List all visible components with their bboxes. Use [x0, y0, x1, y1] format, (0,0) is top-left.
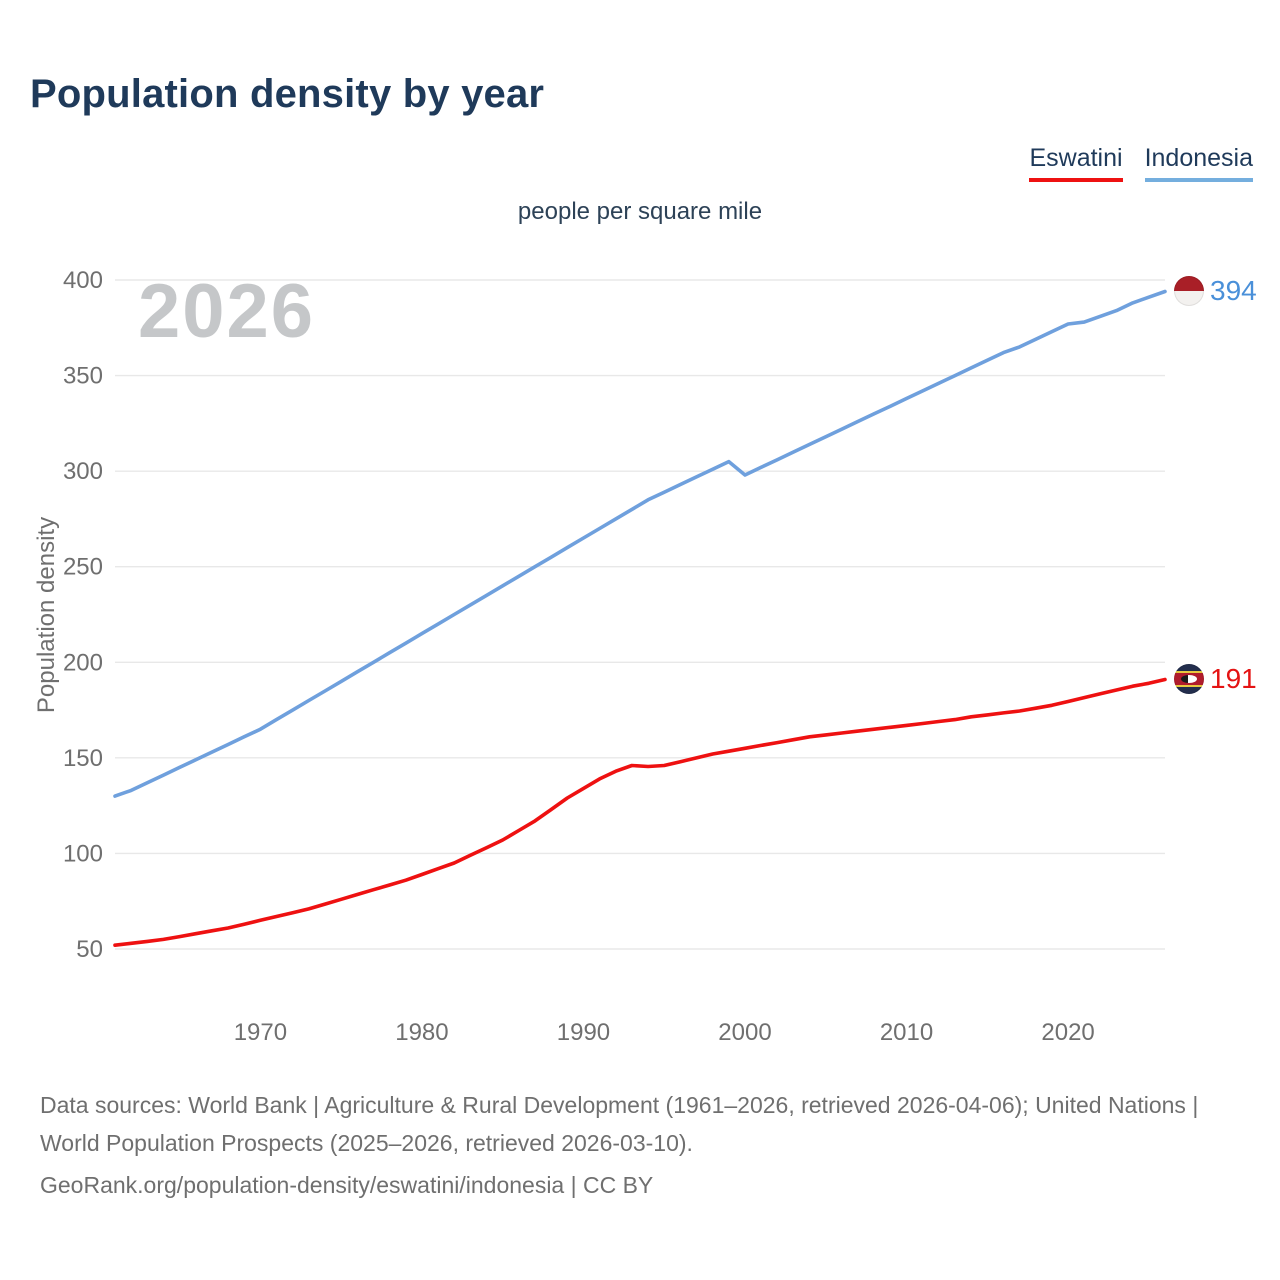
y-tick-label-50: 50	[76, 936, 103, 963]
y-tick-label-350: 350	[63, 363, 103, 390]
eswatini-flag-icon	[1174, 664, 1204, 695]
indonesia-end-value: 394	[1210, 275, 1257, 307]
series-line-eswatini	[113, 677, 1167, 948]
series-line-indonesia	[113, 289, 1167, 798]
x-tick-label-1970: 1970	[234, 1019, 287, 1046]
y-tick-label-150: 150	[63, 745, 103, 772]
indonesia-flag-icon	[1174, 276, 1204, 307]
legend-item-eswatini[interactable]: Eswatini	[1029, 144, 1123, 182]
legend: Eswatini Indonesia	[1029, 144, 1253, 182]
y-tick-label-100: 100	[63, 840, 103, 867]
watermark-year: 2026	[138, 269, 316, 354]
x-tick-label-2020: 2020	[1041, 1019, 1094, 1046]
y-tick-label-250: 250	[63, 554, 103, 581]
y-tick-label-300: 300	[63, 458, 103, 485]
y-tick-label-400: 400	[63, 267, 103, 294]
chart-unit-subtitle: people per square mile	[517, 198, 763, 225]
eswatini-end-value: 191	[1210, 663, 1257, 695]
x-tick-label-1990: 1990	[557, 1019, 610, 1046]
x-tick-label-2000: 2000	[718, 1019, 771, 1046]
eswatini-end-label: 191	[1174, 663, 1257, 695]
page-title: Population density by year	[30, 72, 545, 116]
eswatini-shield-icon	[1181, 675, 1197, 684]
y-tick-label-200: 200	[63, 649, 103, 676]
footer-sources: Data sources: World Bank | Agriculture &…	[40, 1092, 1199, 1156]
x-tick-label-1980: 1980	[395, 1019, 448, 1046]
indonesia-end-label: 394	[1174, 275, 1257, 307]
legend-item-indonesia[interactable]: Indonesia	[1144, 144, 1253, 182]
y-axis-title: Population density	[33, 516, 60, 714]
footer: Data sources: World Bank | Agriculture &…	[40, 1086, 1245, 1204]
x-tick-label-2010: 2010	[880, 1019, 933, 1046]
footer-attribution: GeoRank.org/population-density/eswatini/…	[40, 1172, 654, 1198]
